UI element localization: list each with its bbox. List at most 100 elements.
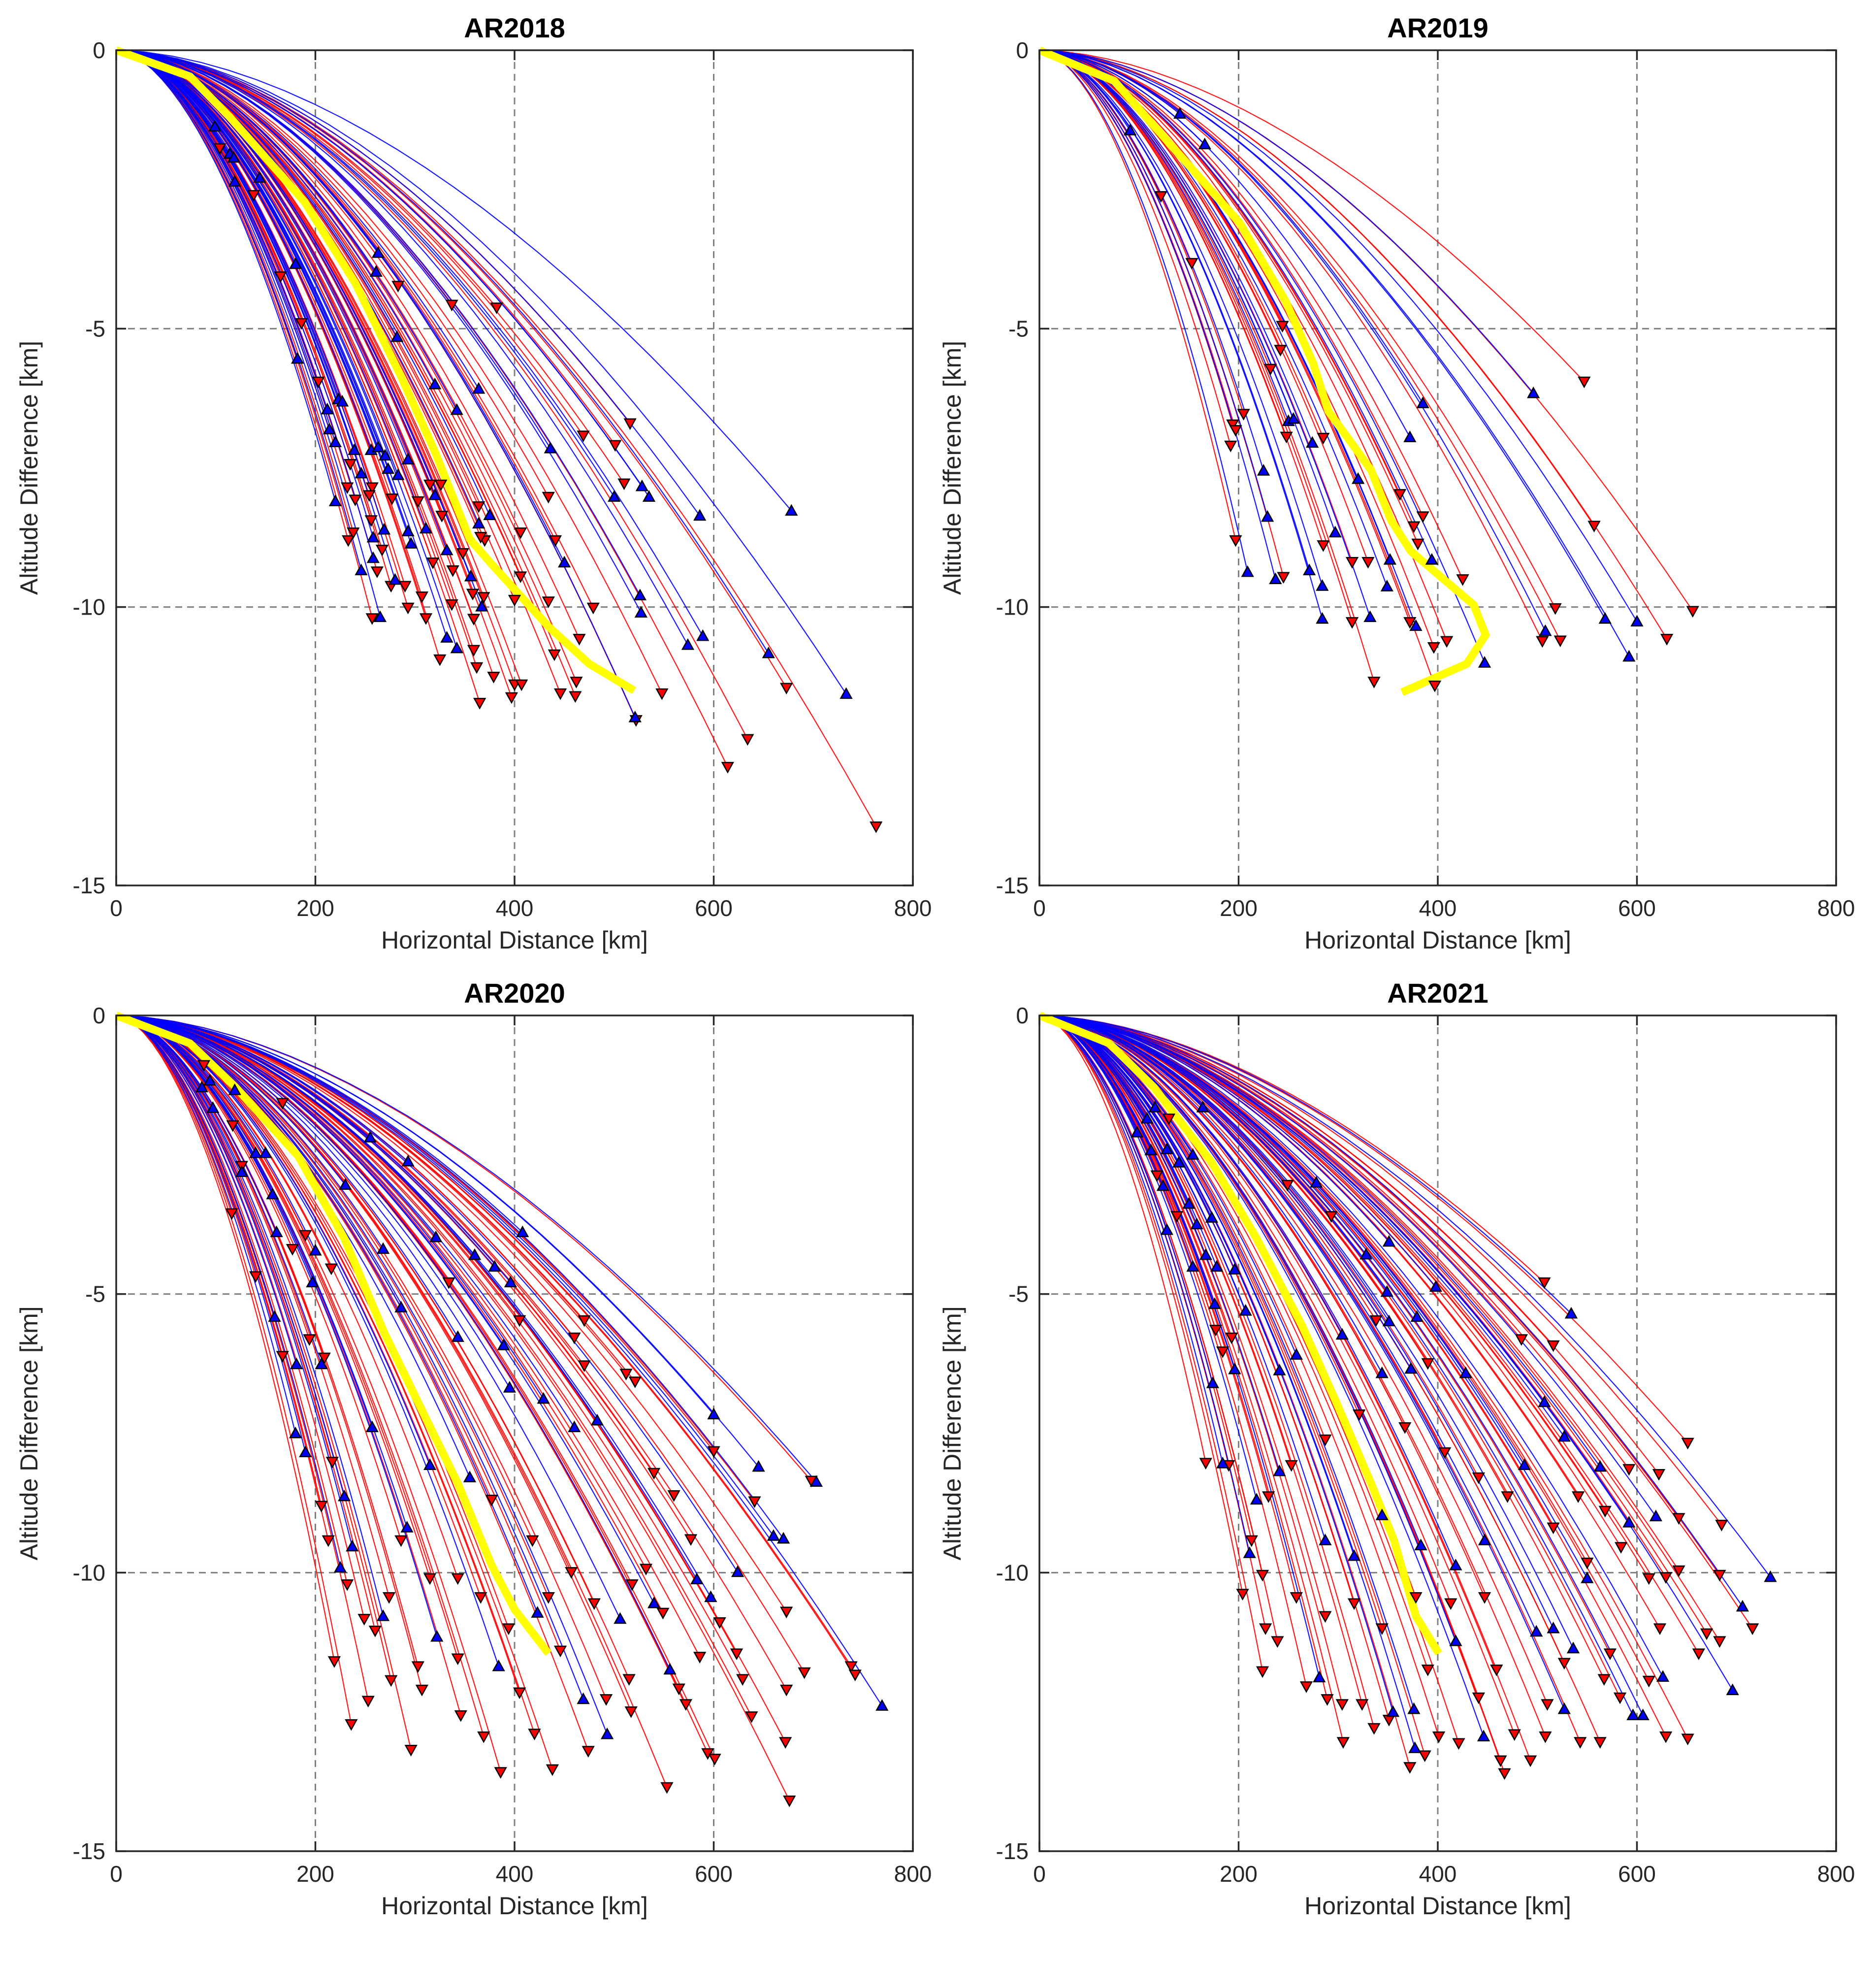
endpoint-marker-down (1336, 1737, 1350, 1749)
endpoint-marker-up (1208, 1297, 1222, 1309)
trajectory-line-up (116, 49, 396, 580)
endpoint-marker-up (516, 1225, 529, 1238)
endpoint-marker-down (341, 1579, 354, 1591)
endpoint-marker-down (442, 1277, 455, 1289)
endpoint-marker-up (377, 523, 391, 535)
endpoint-marker-up (429, 1230, 443, 1243)
trajectory-line-up (116, 49, 636, 718)
trajectory-line-up (116, 1014, 341, 1568)
endpoint-marker-down (1652, 1469, 1666, 1481)
endpoint-marker-up (1622, 1515, 1636, 1528)
trajectory-line-up (116, 49, 374, 538)
endpoint-marker-down (345, 1719, 358, 1731)
endpoint-marker-up (1190, 1217, 1203, 1230)
endpoint-marker-up (475, 599, 488, 612)
endpoint-marker-down (587, 1598, 601, 1610)
endpoint-marker-up (376, 1609, 390, 1621)
endpoint-marker-up (472, 517, 485, 529)
endpoint-marker-down (1553, 635, 1567, 648)
endpoint-marker-down (1515, 1334, 1528, 1346)
endpoint-marker-down (1547, 1340, 1560, 1352)
endpoint-marker-down (357, 1614, 371, 1626)
endpoint-marker-down (599, 1694, 613, 1706)
endpoint-marker-down (1421, 1665, 1434, 1676)
endpoint-marker-down (1367, 1723, 1381, 1735)
endpoint-marker-down (1361, 557, 1375, 569)
endpoint-marker-down (679, 1699, 692, 1711)
endpoint-marker-down (672, 1683, 685, 1696)
endpoint-marker-down (341, 482, 354, 494)
y-tick-label: -15 (73, 873, 105, 898)
endpoint-marker-up (1736, 1600, 1749, 1612)
endpoint-marker-down (1317, 540, 1330, 552)
endpoint-marker-up (321, 402, 334, 415)
endpoint-marker-up (428, 377, 442, 390)
endpoint-marker-up (633, 589, 647, 600)
endpoint-marker-down (553, 688, 567, 700)
endpoint-marker-down (349, 494, 362, 507)
endpoint-marker-up (1328, 525, 1342, 538)
endpoint-marker-up (1302, 563, 1316, 576)
endpoint-marker-down (1557, 1658, 1571, 1670)
endpoint-marker-up (1414, 1538, 1427, 1550)
trajectory-line-up (1039, 49, 1606, 619)
endpoint-marker-down (1494, 1755, 1507, 1767)
endpoint-marker-up (440, 631, 453, 643)
endpoint-marker-up (1566, 1641, 1580, 1654)
endpoint-marker-up (483, 508, 496, 521)
endpoint-marker-up (268, 1310, 281, 1322)
trajectory-line-up (1039, 1014, 1644, 1716)
endpoint-marker-down (446, 565, 459, 577)
endpoint-marker-down (1162, 1113, 1176, 1125)
endpoint-marker-down (490, 302, 503, 314)
endpoint-marker-down (693, 1652, 707, 1664)
endpoint-marker-down (472, 501, 485, 513)
endpoint-marker-down (1398, 1422, 1412, 1434)
endpoint-marker-down (1367, 677, 1381, 688)
mean-trajectory-line (1038, 1012, 1442, 1656)
endpoint-marker-up (1363, 610, 1377, 622)
trajectory-line-up (1039, 1014, 1733, 1691)
endpoint-marker-down (546, 1764, 559, 1776)
trajectory-line-up (1039, 49, 1534, 394)
endpoint-marker-down (445, 299, 458, 312)
endpoint-marker-down (466, 589, 480, 601)
trajectory-line-up (116, 49, 381, 618)
endpoint-marker-down (1603, 1648, 1617, 1660)
trajectory-line-down (1039, 49, 1271, 369)
endpoint-marker-down (505, 692, 518, 704)
endpoint-marker-up (1257, 464, 1270, 476)
endpoint-marker-down (577, 430, 590, 442)
endpoint-marker-down (1393, 489, 1407, 501)
endpoint-marker-down (487, 671, 500, 684)
endpoint-marker-up (762, 646, 775, 658)
endpoint-marker-down (624, 1706, 638, 1718)
endpoint-marker-up (1622, 650, 1636, 662)
x-tick-label: 600 (695, 895, 733, 921)
endpoint-marker-down (542, 596, 555, 608)
endpoint-marker-up (614, 1612, 627, 1624)
endpoint-marker-down (1256, 1570, 1269, 1582)
endpoint-marker-up (450, 641, 463, 654)
endpoint-marker-up (1477, 1730, 1490, 1741)
endpoint-marker-up (704, 1590, 717, 1602)
endpoint-marker-up (299, 1445, 312, 1458)
endpoint-marker-up (290, 1357, 303, 1370)
endpoint-marker-down (628, 1376, 642, 1388)
endpoint-marker-down (1713, 1570, 1726, 1582)
subplot-title: AR2021 (1387, 978, 1488, 1009)
endpoint-marker-down (514, 527, 527, 539)
endpoint-marker-down (451, 1573, 464, 1585)
trajectory-line-up (1039, 1014, 1634, 1716)
endpoint-marker-up (203, 1074, 217, 1086)
trajectory-line-up (116, 1014, 345, 1497)
endpoint-marker-down (1587, 521, 1601, 533)
y-tick-label: -10 (73, 1560, 105, 1585)
endpoint-marker-up (1630, 615, 1644, 627)
trajectory-line-up (1039, 1014, 1224, 1464)
endpoint-marker-down (548, 649, 561, 661)
endpoint-marker-up (558, 556, 571, 568)
endpoint-marker-down (1335, 1699, 1349, 1711)
endpoint-marker-down (404, 1745, 418, 1757)
subplot-title: AR2019 (1387, 12, 1488, 43)
